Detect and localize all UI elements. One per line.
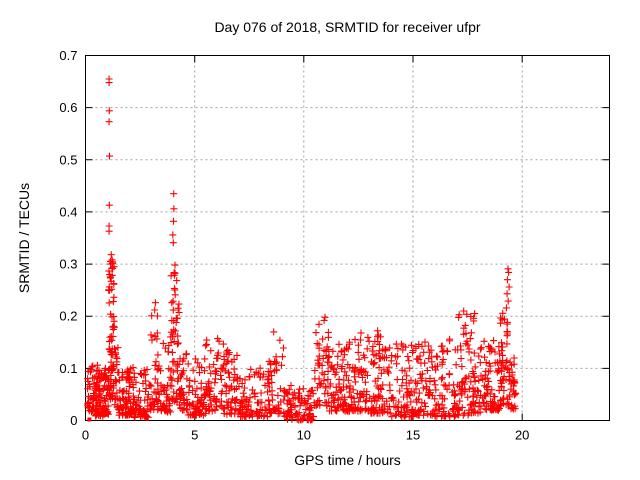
x-tick-label: 5	[191, 428, 198, 443]
y-axis-label: SRMTID / TECUs	[16, 182, 32, 294]
y-tick-label: 0	[70, 413, 77, 428]
x-axis-label: GPS time / hours	[294, 452, 401, 468]
x-tick-label: 20	[515, 428, 529, 443]
plot-border	[85, 55, 610, 421]
y-tick-label: 0.2	[59, 309, 77, 324]
x-tick-label: 15	[406, 428, 420, 443]
y-tick-label: 0.4	[59, 204, 77, 219]
y-tick-label: 0.3	[59, 257, 77, 272]
scatter-square-point	[87, 417, 92, 422]
y-tick-label: 0.1	[59, 361, 77, 376]
scatter-points	[83, 75, 520, 424]
chart-title: Day 076 of 2018, SRMTID for receiver ufp…	[214, 19, 481, 35]
y-tick-label: 0.6	[59, 100, 77, 115]
x-tick-label: 0	[82, 428, 89, 443]
x-tick-label: 10	[297, 428, 311, 443]
scatter-square-point	[309, 417, 314, 422]
y-tick-label: 0.7	[59, 48, 77, 63]
y-tick-label: 0.5	[59, 152, 77, 167]
